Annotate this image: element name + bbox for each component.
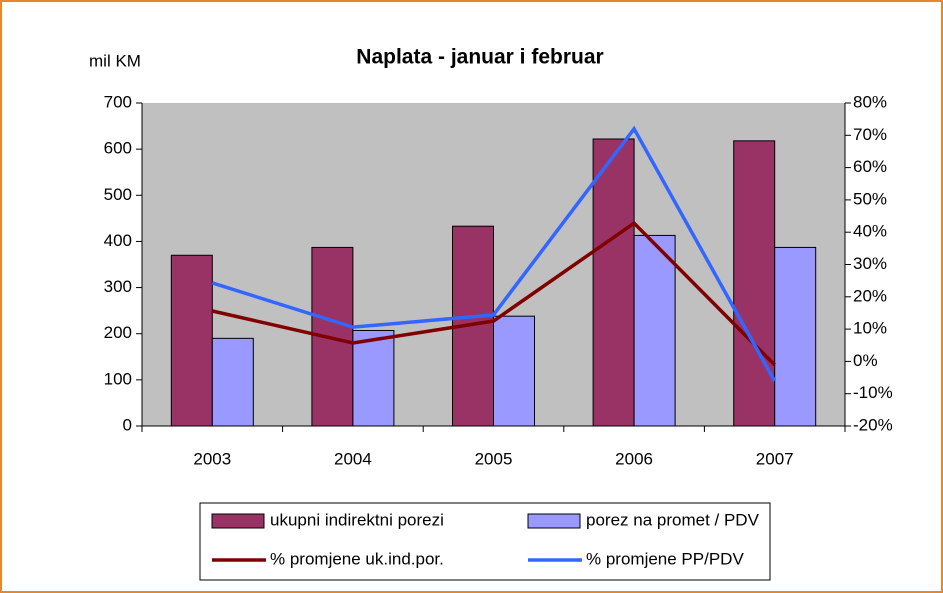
y2-tick-label: -20%: [853, 415, 893, 434]
y-tick-label: 0: [123, 415, 132, 434]
legend-swatch: [211, 513, 265, 529]
y2-tick-label: 60%: [853, 157, 887, 176]
y-tick-label: 200: [104, 323, 132, 342]
legend-label: % promjene PP/PDV: [586, 549, 744, 568]
chart-title: Naplata - januar i februar: [356, 46, 603, 69]
y2-tick-label: 0%: [853, 351, 878, 370]
bar: [774, 246, 817, 427]
y-tick-label: 100: [104, 369, 132, 388]
y2-tick-label: 10%: [853, 319, 887, 338]
y-tick-label: 600: [104, 139, 132, 158]
y-axis-label: mil KM: [89, 51, 141, 70]
y2-tick-label: 50%: [853, 189, 887, 208]
x-tick-label: 2003: [193, 449, 231, 468]
y-tick-label: 500: [104, 185, 132, 204]
bar: [633, 234, 676, 427]
bar: [493, 315, 535, 427]
x-tick-label: 2006: [615, 449, 653, 468]
y2-tick-label: 80%: [853, 92, 887, 111]
line-series: [211, 220, 776, 367]
legend-label: % promjene uk.ind.por.: [270, 549, 444, 568]
bar: [733, 140, 776, 427]
legend-label: ukupni indirektni porezi: [270, 510, 444, 529]
y-tick-label: 400: [104, 231, 132, 250]
bar: [170, 254, 213, 427]
x-tick-label: 2004: [334, 449, 372, 468]
bar: [211, 337, 254, 427]
y2-tick-label: 20%: [853, 286, 887, 305]
bar: [352, 329, 395, 427]
x-tick-label: 2007: [756, 449, 794, 468]
legend-box: [199, 502, 771, 581]
y2-tick-label: 30%: [853, 254, 887, 273]
y-tick-label: 300: [104, 277, 132, 296]
bar: [452, 225, 494, 427]
y-tick-label: 700: [104, 92, 132, 111]
y2-tick-label: 40%: [853, 222, 887, 241]
line-series: [211, 125, 777, 382]
legend-label: porez na promet / PDV: [586, 510, 760, 529]
legend-swatch: [527, 513, 581, 529]
x-tick-label: 2005: [475, 449, 513, 468]
y2-tick-label: -10%: [853, 383, 893, 402]
bar: [592, 138, 635, 427]
y2-tick-label: 70%: [853, 125, 887, 144]
